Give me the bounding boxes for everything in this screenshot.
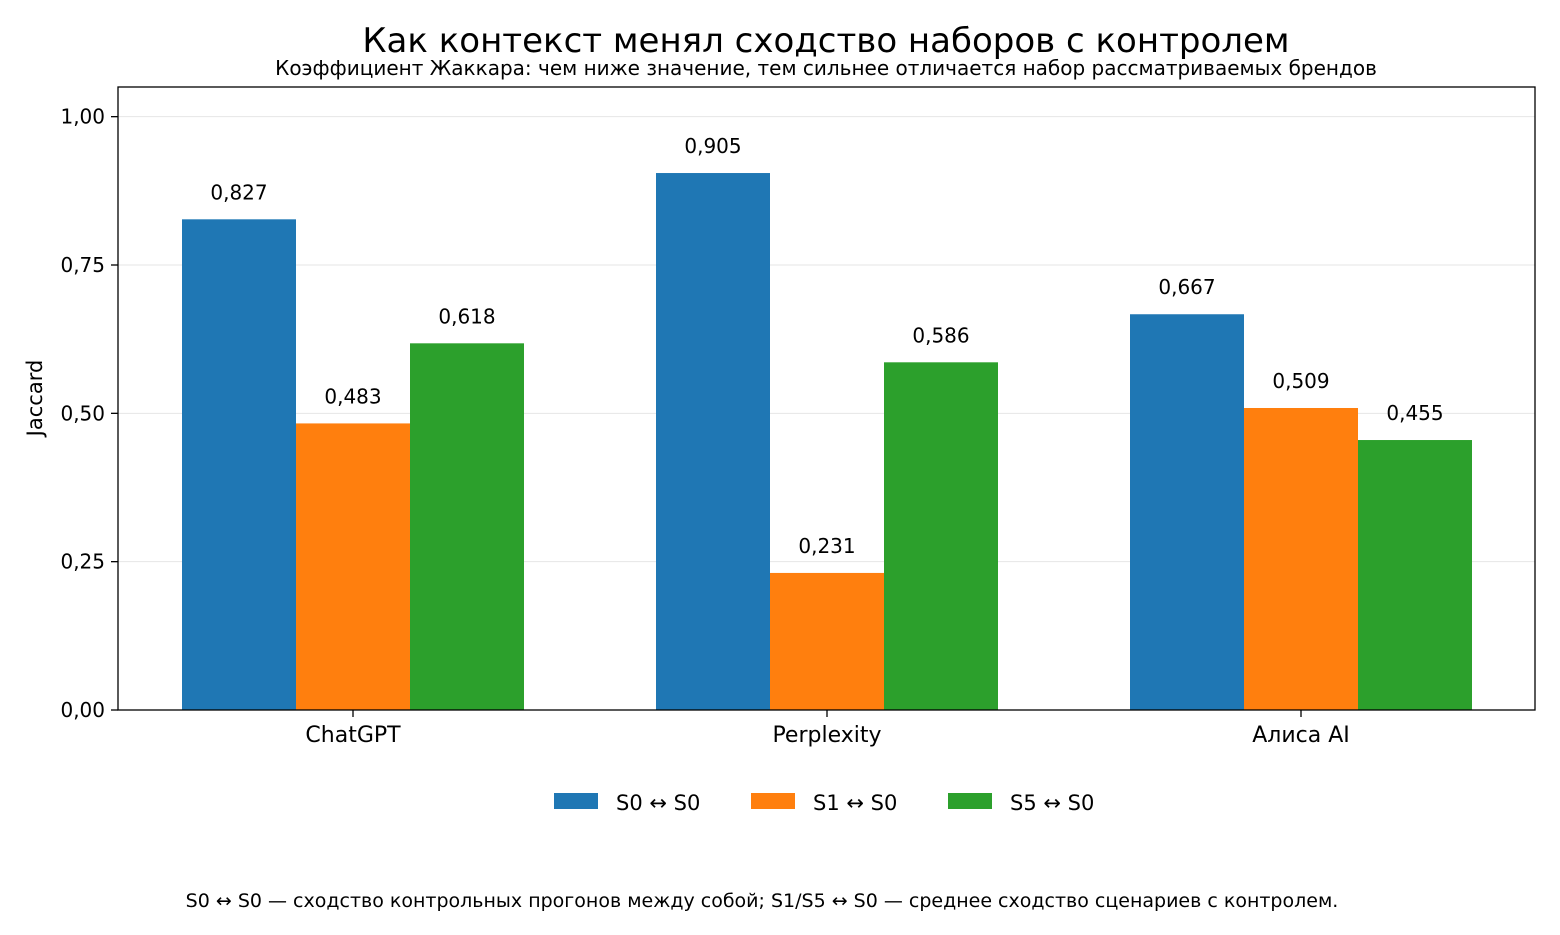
bar <box>1130 314 1244 710</box>
footnote: S0 ↔ S0 — сходство контрольных прогонов … <box>186 890 1339 912</box>
bar <box>656 173 770 711</box>
data-label: 0,905 <box>684 134 741 158</box>
data-labels: 0,827 0,483 0,618 0,905 0,231 0,586 0,667 0,509… <box>210 134 1443 558</box>
data-label: 0,455 <box>1386 401 1443 425</box>
data-label: 0,509 <box>1272 369 1329 393</box>
bar <box>182 219 296 710</box>
bar <box>410 343 524 710</box>
data-label: 0,618 <box>438 304 495 328</box>
x-tick-label: Perplexity <box>772 723 881 748</box>
y-axis-label: Jaccard <box>23 360 47 439</box>
data-label: 0,827 <box>210 180 267 204</box>
y-tick-label: 0,75 <box>60 253 105 277</box>
y-tick-label: 1,00 <box>60 105 105 129</box>
x-axis-ticks: ChatGPT Perplexity Алиса AI <box>305 710 1350 748</box>
bar <box>296 423 410 710</box>
legend-swatch <box>554 793 598 809</box>
data-label: 0,586 <box>912 323 969 347</box>
legend-swatch <box>751 793 795 809</box>
legend-label: S1 ↔ S0 <box>813 791 897 815</box>
legend-label: S0 ↔ S0 <box>616 791 700 815</box>
y-axis-ticks: 0,00 0,25 0,50 0,75 1,00 <box>60 105 118 722</box>
chart-title: Как контекст менял сходство наборов с ко… <box>362 21 1289 61</box>
legend: S0 ↔ S0 S1 ↔ S0 S5 ↔ S0 <box>554 791 1094 815</box>
chart-subtitle: Коэффициент Жаккара: чем ниже значение, … <box>275 56 1377 80</box>
legend-swatch <box>948 793 992 809</box>
y-tick-label: 0,00 <box>60 698 105 722</box>
data-label: 0,231 <box>798 534 855 558</box>
bars <box>182 173 1472 711</box>
bar <box>884 362 998 710</box>
y-tick-label: 0,50 <box>60 401 105 425</box>
x-tick-label: ChatGPT <box>305 723 401 748</box>
bar <box>1244 407 1358 710</box>
y-tick-label: 0,25 <box>60 550 105 574</box>
data-label: 0,667 <box>1158 275 1215 299</box>
legend-label: S5 ↔ S0 <box>1010 791 1094 815</box>
x-tick-label: Алиса AI <box>1252 723 1350 748</box>
data-label: 0,483 <box>324 384 381 408</box>
bar <box>770 572 884 710</box>
bar <box>1358 440 1472 710</box>
